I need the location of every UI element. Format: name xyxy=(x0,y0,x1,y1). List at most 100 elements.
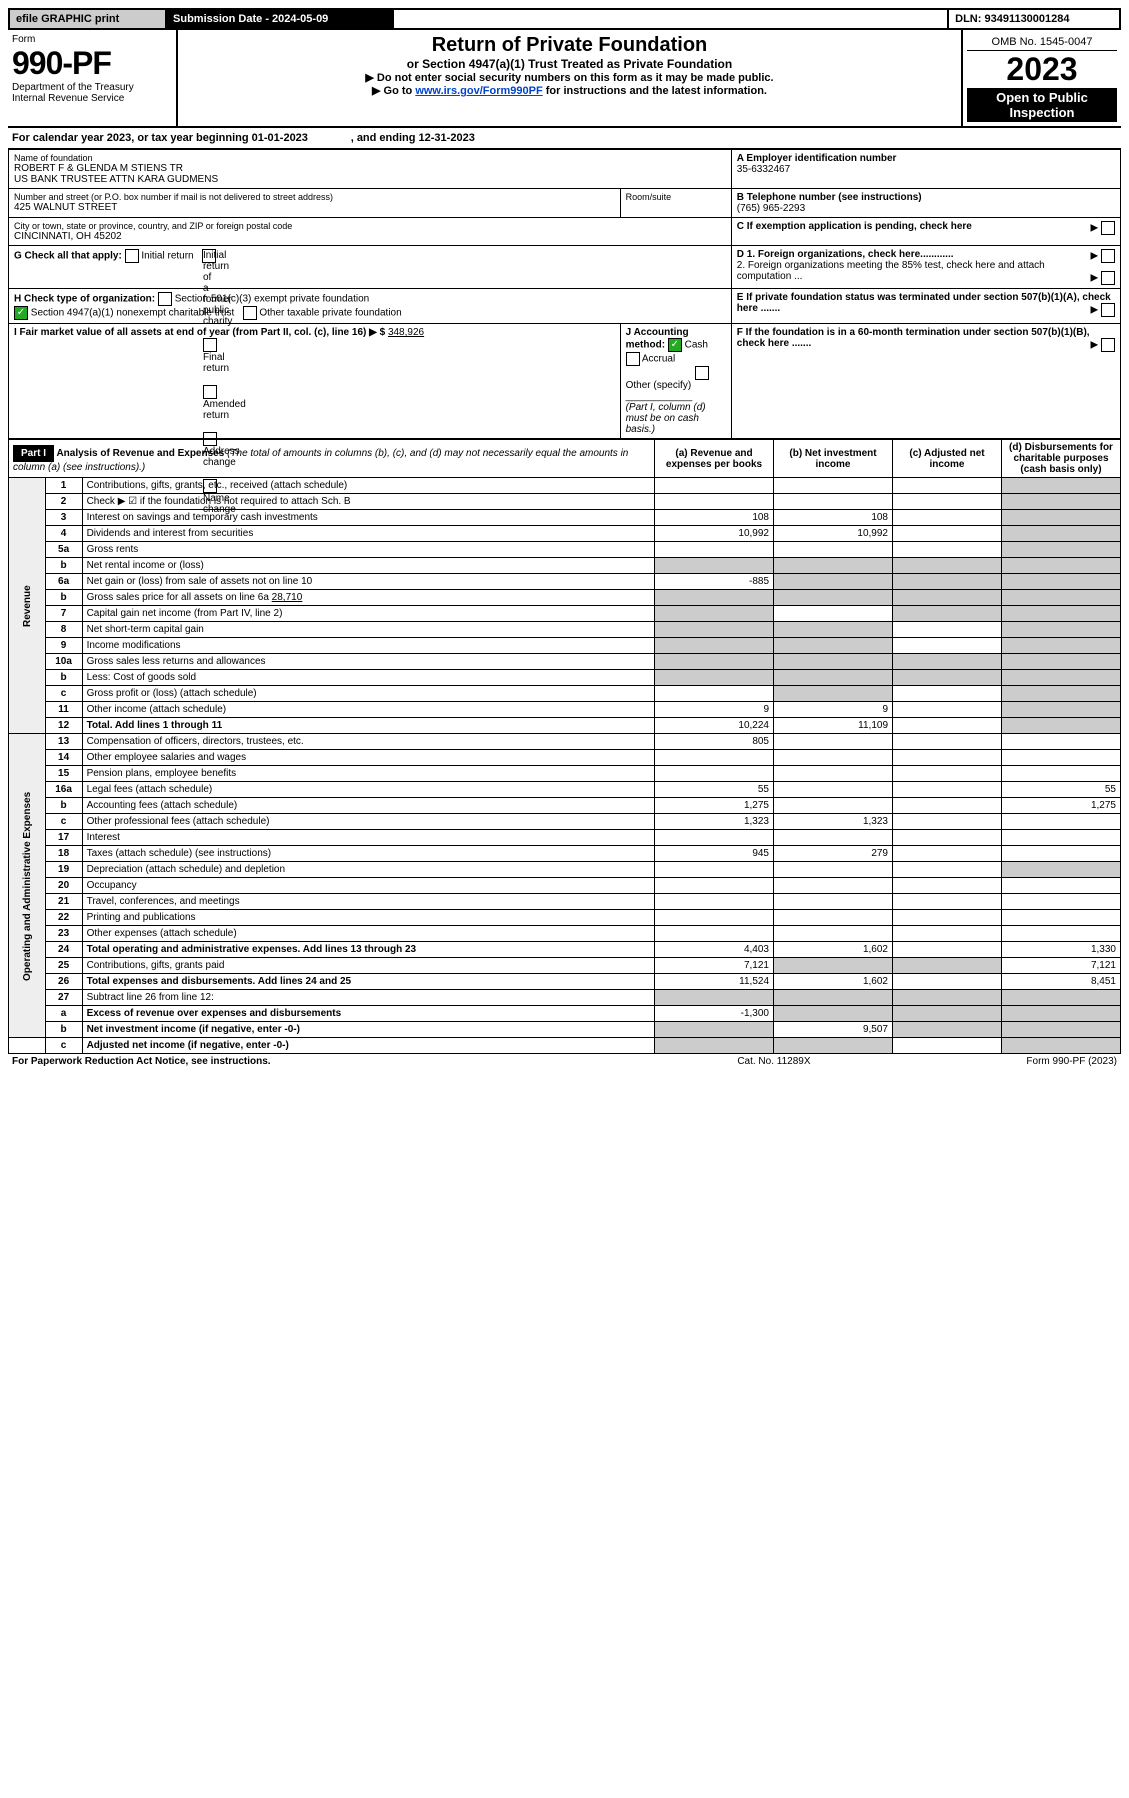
row-desc: Legal fees (attach schedule) xyxy=(82,782,654,798)
irs-link[interactable]: www.irs.gov/Form990PF xyxy=(415,85,542,97)
row-desc: Depreciation (attach schedule) and deple… xyxy=(82,862,654,878)
city-label: City or town, state or province, country… xyxy=(14,221,726,231)
cell-value: 805 xyxy=(655,734,774,750)
phone-label: B Telephone number (see instructions) xyxy=(737,192,1115,203)
row-desc: Other income (attach schedule) xyxy=(82,702,654,718)
name-label: Name of foundation xyxy=(14,153,726,163)
g-initial-former-checkbox[interactable]: Initial return of a former public charit… xyxy=(202,249,216,263)
cell-value: 1,602 xyxy=(774,974,893,990)
h-4947-checkbox[interactable] xyxy=(14,306,28,320)
row-desc: Interest xyxy=(82,830,654,846)
cell-value: 1,275 xyxy=(1002,798,1121,814)
j-opt-2: Other (specify) xyxy=(626,380,692,391)
row-desc: Other employee salaries and wages xyxy=(82,750,654,766)
j-note: (Part I, column (d) must be on cash basi… xyxy=(626,402,706,435)
cell-value: -885 xyxy=(655,574,774,590)
row-desc: Net investment income (if negative, ente… xyxy=(82,1022,654,1038)
cell-value: 9 xyxy=(774,702,893,718)
g-amended-checkbox[interactable] xyxy=(203,385,217,399)
omb-number: OMB No. 1545-0047 xyxy=(967,34,1117,51)
efile-print-button[interactable]: efile GRAPHIC print xyxy=(9,9,166,29)
cell-value: 4,403 xyxy=(655,942,774,958)
row-desc: Net gain or (loss) from sale of assets n… xyxy=(82,574,654,590)
h-opt-0: Section 501(c)(3) exempt private foundat… xyxy=(175,294,370,305)
e-checkbox[interactable] xyxy=(1101,303,1115,317)
footer-mid: Cat. No. 11289X xyxy=(673,1054,875,1069)
cell-value: 1,323 xyxy=(655,814,774,830)
city-value: CINCINNATI, OH 45202 xyxy=(14,231,726,242)
h-501c3-checkbox[interactable] xyxy=(158,292,172,306)
j-cash-checkbox[interactable] xyxy=(668,338,682,352)
row-desc: Pension plans, employee benefits xyxy=(82,766,654,782)
form-header: Form 990-PF Department of the Treasury I… xyxy=(8,30,1121,128)
open-public-badge: Open to Public Inspection xyxy=(967,88,1117,122)
cell-value: 11,524 xyxy=(655,974,774,990)
i-value: 348,926 xyxy=(388,327,424,338)
h-opt-1: Section 4947(a)(1) nonexempt charitable … xyxy=(31,308,234,319)
j-accrual-checkbox[interactable] xyxy=(626,352,640,366)
submission-date: Submission Date - 2024-05-09 xyxy=(166,9,393,29)
cell-value: 9,507 xyxy=(774,1022,893,1038)
row-desc: Printing and publications xyxy=(82,910,654,926)
form-title: Return of Private Foundation xyxy=(182,34,957,57)
instr-2-post: for instructions and the latest informat… xyxy=(543,85,767,97)
row-num: 1 xyxy=(45,478,82,494)
row-desc: Net rental income or (loss) xyxy=(82,558,654,574)
g-opt-0: Initial return xyxy=(141,251,193,262)
col-d-header: (d) Disbursements for charitable purpose… xyxy=(1002,440,1121,478)
h-opt-2: Other taxable private foundation xyxy=(259,308,401,319)
foundation-name: ROBERT F & GLENDA M STIENS TR US BANK TR… xyxy=(14,163,726,185)
ein-value: 35-6332467 xyxy=(737,164,1115,175)
h-other-checkbox[interactable] xyxy=(243,306,257,320)
cell-value: 108 xyxy=(774,510,893,526)
part-1-label: Part I xyxy=(13,445,54,462)
row-desc: Taxes (attach schedule) (see instruction… xyxy=(82,846,654,862)
row-desc: Less: Cost of goods sold xyxy=(82,670,654,686)
cell-value: 7,121 xyxy=(655,958,774,974)
tax-year: 2023 xyxy=(967,51,1117,88)
g-address-checkbox[interactable] xyxy=(203,432,217,446)
cell-value: 55 xyxy=(1002,782,1121,798)
cell-value: 8,451 xyxy=(1002,974,1121,990)
c-label: C If exemption application is pending, c… xyxy=(737,221,972,232)
col-c-header: (c) Adjusted net income xyxy=(893,440,1002,478)
row-desc: Check ▶ ☑ if the foundation is not requi… xyxy=(82,494,654,510)
row-desc: Gross sales price for all assets on line… xyxy=(82,590,654,606)
e-label: E If private foundation status was termi… xyxy=(737,292,1111,314)
row-desc: Gross sales less returns and allowances xyxy=(82,654,654,670)
cell-value: 55 xyxy=(655,782,774,798)
row-desc: Net short-term capital gain xyxy=(82,622,654,638)
d1-checkbox[interactable] xyxy=(1101,249,1115,263)
row-desc: Other professional fees (attach schedule… xyxy=(82,814,654,830)
cell-value: 11,109 xyxy=(774,718,893,734)
row-desc: Gross rents xyxy=(82,542,654,558)
row-desc: Total expenses and disbursements. Add li… xyxy=(82,974,654,990)
row-desc: Occupancy xyxy=(82,878,654,894)
row-desc: Contributions, gifts, grants, etc., rece… xyxy=(82,478,654,494)
i-label: I Fair market value of all assets at end… xyxy=(14,327,385,338)
part-1-title: Analysis of Revenue and Expenses xyxy=(56,448,224,459)
row-desc: Adjusted net income (if negative, enter … xyxy=(82,1038,654,1054)
cell-value: 1,275 xyxy=(655,798,774,814)
dln: DLN: 93491130001284 xyxy=(948,9,1120,29)
instr-2: ▶ Go to www.irs.gov/Form990PF for instru… xyxy=(182,84,957,97)
row-desc: Travel, conferences, and meetings xyxy=(82,894,654,910)
row-desc: Total. Add lines 1 through 11 xyxy=(82,718,654,734)
row-desc: Compensation of officers, directors, tru… xyxy=(82,734,654,750)
g-final-checkbox[interactable] xyxy=(203,338,217,352)
j-other-checkbox[interactable] xyxy=(695,366,709,380)
cell-value: 279 xyxy=(774,846,893,862)
d2-checkbox[interactable] xyxy=(1101,271,1115,285)
street-label: Number and street (or P.O. box number if… xyxy=(14,192,615,202)
cell-value: 10,992 xyxy=(655,526,774,542)
instr-2-pre: ▶ Go to xyxy=(372,85,415,97)
row-desc: Excess of revenue over expenses and disb… xyxy=(82,1006,654,1022)
top-bar: efile GRAPHIC print Submission Date - 20… xyxy=(8,8,1121,30)
c-checkbox[interactable] xyxy=(1101,221,1115,235)
ein-label: A Employer identification number xyxy=(737,153,1115,164)
j-opt-1: Accrual xyxy=(642,354,675,365)
form-subtitle: or Section 4947(a)(1) Trust Treated as P… xyxy=(182,57,957,71)
part-1-table: Part I Analysis of Revenue and Expenses … xyxy=(8,439,1121,1054)
f-checkbox[interactable] xyxy=(1101,338,1115,352)
g-initial-checkbox[interactable] xyxy=(125,249,139,263)
